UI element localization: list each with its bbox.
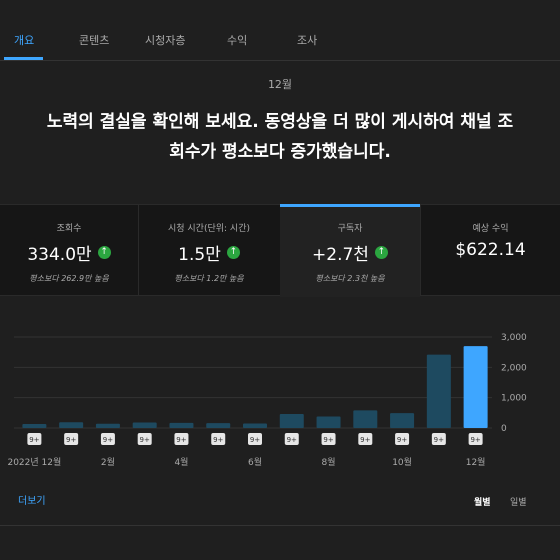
period-label: 12월 xyxy=(267,78,293,91)
card-value-row: $622.14 xyxy=(421,240,560,260)
card-divider xyxy=(138,205,139,295)
y-tick-label: 2,000 xyxy=(501,363,527,373)
x-tick-label: 6월 xyxy=(248,456,262,468)
bar[interactable] xyxy=(206,423,231,428)
arrow-up-icon: ↑ xyxy=(226,246,240,259)
x-tick-label: 2월 xyxy=(101,456,115,468)
upload-marker-label: 9+ xyxy=(140,436,150,444)
upload-marker-badge[interactable] xyxy=(395,433,410,445)
upload-marker-label: 9+ xyxy=(213,436,223,444)
card-title: 구독자 xyxy=(337,224,363,234)
card-title: 예상 수익 xyxy=(472,224,509,234)
upload-marker-badge[interactable] xyxy=(248,433,262,445)
x-tick-label: 8월 xyxy=(322,456,336,468)
y-tick-label: 3,000 xyxy=(501,333,527,343)
card-divider xyxy=(420,205,421,295)
upload-marker-badge[interactable] xyxy=(321,433,336,445)
upload-marker-label: 9+ xyxy=(66,436,76,444)
upload-marker-label: 9+ xyxy=(323,436,333,444)
tab-research[interactable]: 조사 xyxy=(297,34,318,47)
card-revenue[interactable]: 예상 수익 $622.14 xyxy=(421,205,560,295)
bar[interactable] xyxy=(426,354,451,428)
bar[interactable] xyxy=(59,422,84,428)
arrow-up-icon: ↑ xyxy=(374,246,388,259)
metric-cards: 조회수 334.0만 ↑ 평소보다 262.9만 높음 시청 시간(단위: 시간… xyxy=(0,204,560,297)
bar[interactable] xyxy=(95,423,120,428)
upload-marker-label: 9+ xyxy=(470,436,480,444)
card-value: +2.7천 xyxy=(312,245,369,265)
bar[interactable] xyxy=(463,346,488,428)
toggle-monthly[interactable]: 월별 xyxy=(474,498,491,508)
bar[interactable] xyxy=(279,414,304,428)
x-tick-label: 12월 xyxy=(466,456,486,468)
card-value-row: +2.7천 ↑ xyxy=(280,240,420,265)
bar[interactable] xyxy=(169,422,194,428)
card-comparison: 평소보다 1.2만 높음 xyxy=(174,274,244,283)
y-tick-label: 0 xyxy=(501,424,507,434)
tab-overview[interactable]: 개요 xyxy=(14,34,35,47)
x-tick-label: 10월 xyxy=(392,456,412,468)
more-link[interactable]: 더보기 xyxy=(18,496,46,507)
bar[interactable] xyxy=(22,424,47,428)
upload-marker-label: 9+ xyxy=(287,436,297,444)
upload-marker-label: 9+ xyxy=(360,436,370,444)
upload-marker-badge[interactable] xyxy=(174,433,189,445)
x-tick-label: 4월 xyxy=(174,456,188,468)
upload-marker-badge[interactable] xyxy=(137,433,152,445)
card-value: $622.14 xyxy=(455,240,526,260)
bar[interactable] xyxy=(390,413,415,428)
card-value-row: 1.5만 ↑ xyxy=(139,240,279,265)
upload-marker-label: 9+ xyxy=(176,436,186,444)
card-title: 시청 시간(단위: 시간) xyxy=(167,224,251,234)
upload-marker-label: 9+ xyxy=(397,436,407,444)
bar[interactable] xyxy=(132,422,157,428)
upload-marker-badge[interactable] xyxy=(358,433,373,445)
tab-audience[interactable]: 시청자층 xyxy=(145,34,186,47)
upload-marker-badge[interactable] xyxy=(27,433,42,445)
card-comparison: 평소보다 2.3천 높음 xyxy=(315,274,385,283)
card-views[interactable]: 조회수 334.0만 ↑ 평소보다 262.9만 높음 xyxy=(0,205,138,295)
bar[interactable] xyxy=(243,423,267,428)
tab-content[interactable]: 콘텐츠 xyxy=(79,34,110,47)
upload-marker-badge[interactable] xyxy=(284,433,299,445)
card-value-row: 334.0만 ↑ xyxy=(0,240,138,265)
upload-marker-label: 9+ xyxy=(250,436,260,444)
card-value: 334.0만 xyxy=(27,245,92,265)
divider-line xyxy=(0,525,560,526)
card-title: 조회수 xyxy=(56,224,82,234)
upload-marker-badge[interactable] xyxy=(64,433,79,445)
y-tick-label: 1,000 xyxy=(501,394,527,404)
tab-bar: 개요 콘텐츠 시청자층 수익 조사 xyxy=(0,0,560,61)
card-watch-time[interactable]: 시청 시간(단위: 시간) 1.5만 ↑ 평소보다 1.2만 높음 xyxy=(139,205,279,295)
headline-line-2: 회수가 평소보다 증가했습니다. xyxy=(169,142,391,162)
bar[interactable] xyxy=(316,416,341,428)
upload-marker-badge[interactable] xyxy=(431,433,446,445)
upload-marker-badge[interactable] xyxy=(211,433,226,445)
tab-revenue[interactable]: 수익 xyxy=(227,34,248,47)
card-value: 1.5만 xyxy=(178,245,221,265)
headline-line-1: 노력의 결실을 확인해 보세요. 동영상을 더 많이 게시하여 채널 조 xyxy=(46,112,514,132)
upload-marker-label: 9+ xyxy=(29,436,39,444)
upload-marker-label: 9+ xyxy=(434,436,444,444)
toggle-daily[interactable]: 일별 xyxy=(510,498,527,508)
x-tick-label: 2022년 12월 xyxy=(7,456,61,468)
subscribers-bar-chart: 3,000 2,000 1,000 0 9+ 2022년 12월 9+ 9+ 2월 9+ 9+ 4월 9… xyxy=(7,333,527,468)
bar[interactable] xyxy=(353,410,378,428)
card-comparison: 평소보다 262.9만 높음 xyxy=(29,274,109,283)
upload-marker-badge[interactable] xyxy=(468,433,483,445)
upload-marker-label: 9+ xyxy=(103,436,113,444)
upload-marker-badge[interactable] xyxy=(100,433,115,445)
headline: 노력의 결실을 확인해 보세요. 동영상을 더 많이 게시하여 채널 조 회수가… xyxy=(0,107,560,167)
active-tab-indicator xyxy=(4,57,43,60)
arrow-up-icon: ↑ xyxy=(97,246,111,259)
card-subscribers[interactable]: 구독자 +2.7천 ↑ 평소보다 2.3천 높음 xyxy=(280,204,420,297)
